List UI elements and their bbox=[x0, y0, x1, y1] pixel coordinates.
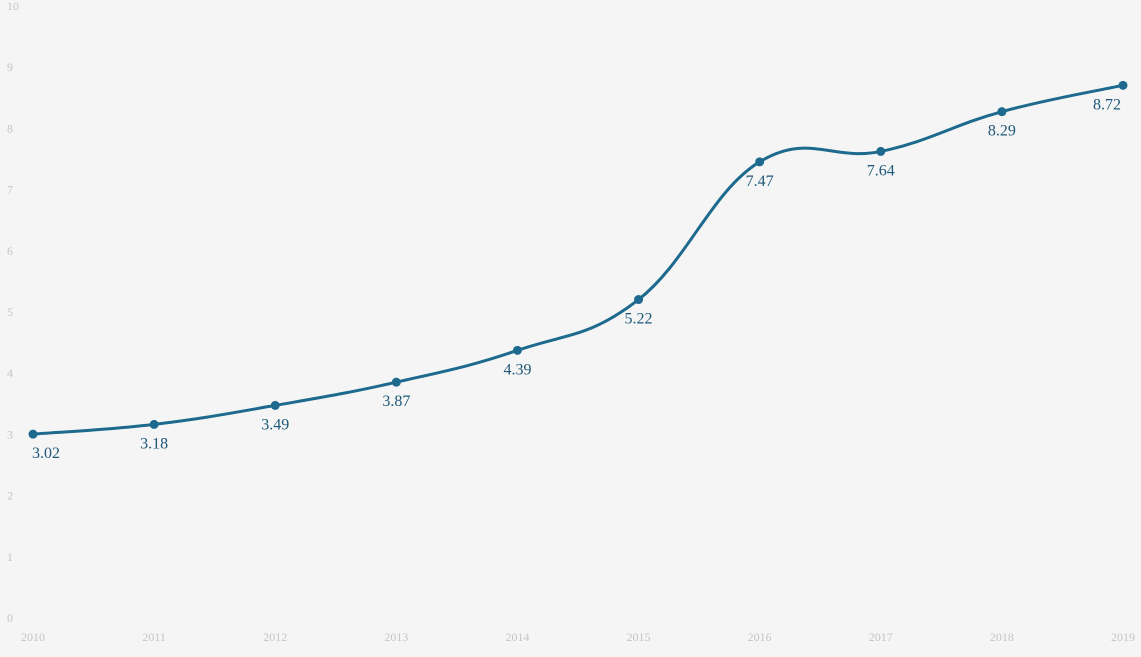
data-label: 3.49 bbox=[261, 416, 289, 433]
x-axis-ticks: 2010 2011 2012 2013 2014 2015 2016 2017 2018 2019 bbox=[21, 630, 1135, 644]
y-tick-label: 8 bbox=[7, 121, 13, 135]
data-label: 4.39 bbox=[503, 361, 531, 378]
data-point bbox=[997, 107, 1007, 117]
x-tick-label: 2011 bbox=[142, 630, 166, 644]
data-point bbox=[149, 419, 159, 429]
data-label: 5.22 bbox=[625, 311, 653, 328]
data-point bbox=[876, 146, 886, 156]
x-tick-label: 2010 bbox=[21, 630, 45, 644]
y-tick-label: 0 bbox=[7, 611, 13, 625]
data-point bbox=[755, 157, 765, 167]
series-line bbox=[31, 83, 1125, 436]
y-tick-label: 5 bbox=[7, 305, 13, 319]
x-tick-label: 2016 bbox=[748, 630, 772, 644]
x-tick-label: 2013 bbox=[384, 630, 408, 644]
y-tick-label: 1 bbox=[7, 550, 13, 564]
x-tick-label: 2017 bbox=[869, 630, 893, 644]
data-point bbox=[634, 295, 644, 305]
x-tick-label: 2015 bbox=[627, 630, 651, 644]
data-point bbox=[391, 377, 401, 387]
data-labels: 3.02 3.18 3.49 3.87 4.39 5.22 7.47 7.64 8.29 8.72 bbox=[32, 96, 1121, 462]
data-label: 7.64 bbox=[867, 162, 895, 179]
y-tick-label: 9 bbox=[7, 60, 13, 74]
y-tick-label: 7 bbox=[7, 183, 13, 197]
data-point bbox=[1118, 80, 1128, 90]
x-tick-label: 2012 bbox=[263, 630, 287, 644]
data-label: 3.02 bbox=[32, 445, 60, 462]
y-tick-label: 4 bbox=[7, 366, 13, 380]
x-tick-label: 2019 bbox=[1111, 630, 1135, 644]
data-point bbox=[28, 429, 38, 439]
data-label: 3.18 bbox=[140, 435, 168, 452]
data-point bbox=[270, 400, 280, 410]
data-label: 3.87 bbox=[382, 393, 410, 410]
x-tick-label: 2018 bbox=[990, 630, 1014, 644]
x-tick-label: 2014 bbox=[505, 630, 529, 644]
data-label: 8.29 bbox=[988, 123, 1016, 140]
y-tick-label: 6 bbox=[7, 244, 13, 258]
data-point bbox=[512, 345, 522, 355]
data-label: 7.47 bbox=[746, 173, 774, 190]
data-markers bbox=[28, 80, 1128, 439]
y-axis-ticks: 0 1 2 3 4 5 6 7 8 9 10 bbox=[7, 0, 19, 625]
y-tick-label: 2 bbox=[7, 489, 13, 503]
data-label: 8.72 bbox=[1093, 96, 1121, 113]
y-tick-label: 10 bbox=[7, 0, 19, 13]
y-tick-label: 3 bbox=[7, 427, 13, 441]
